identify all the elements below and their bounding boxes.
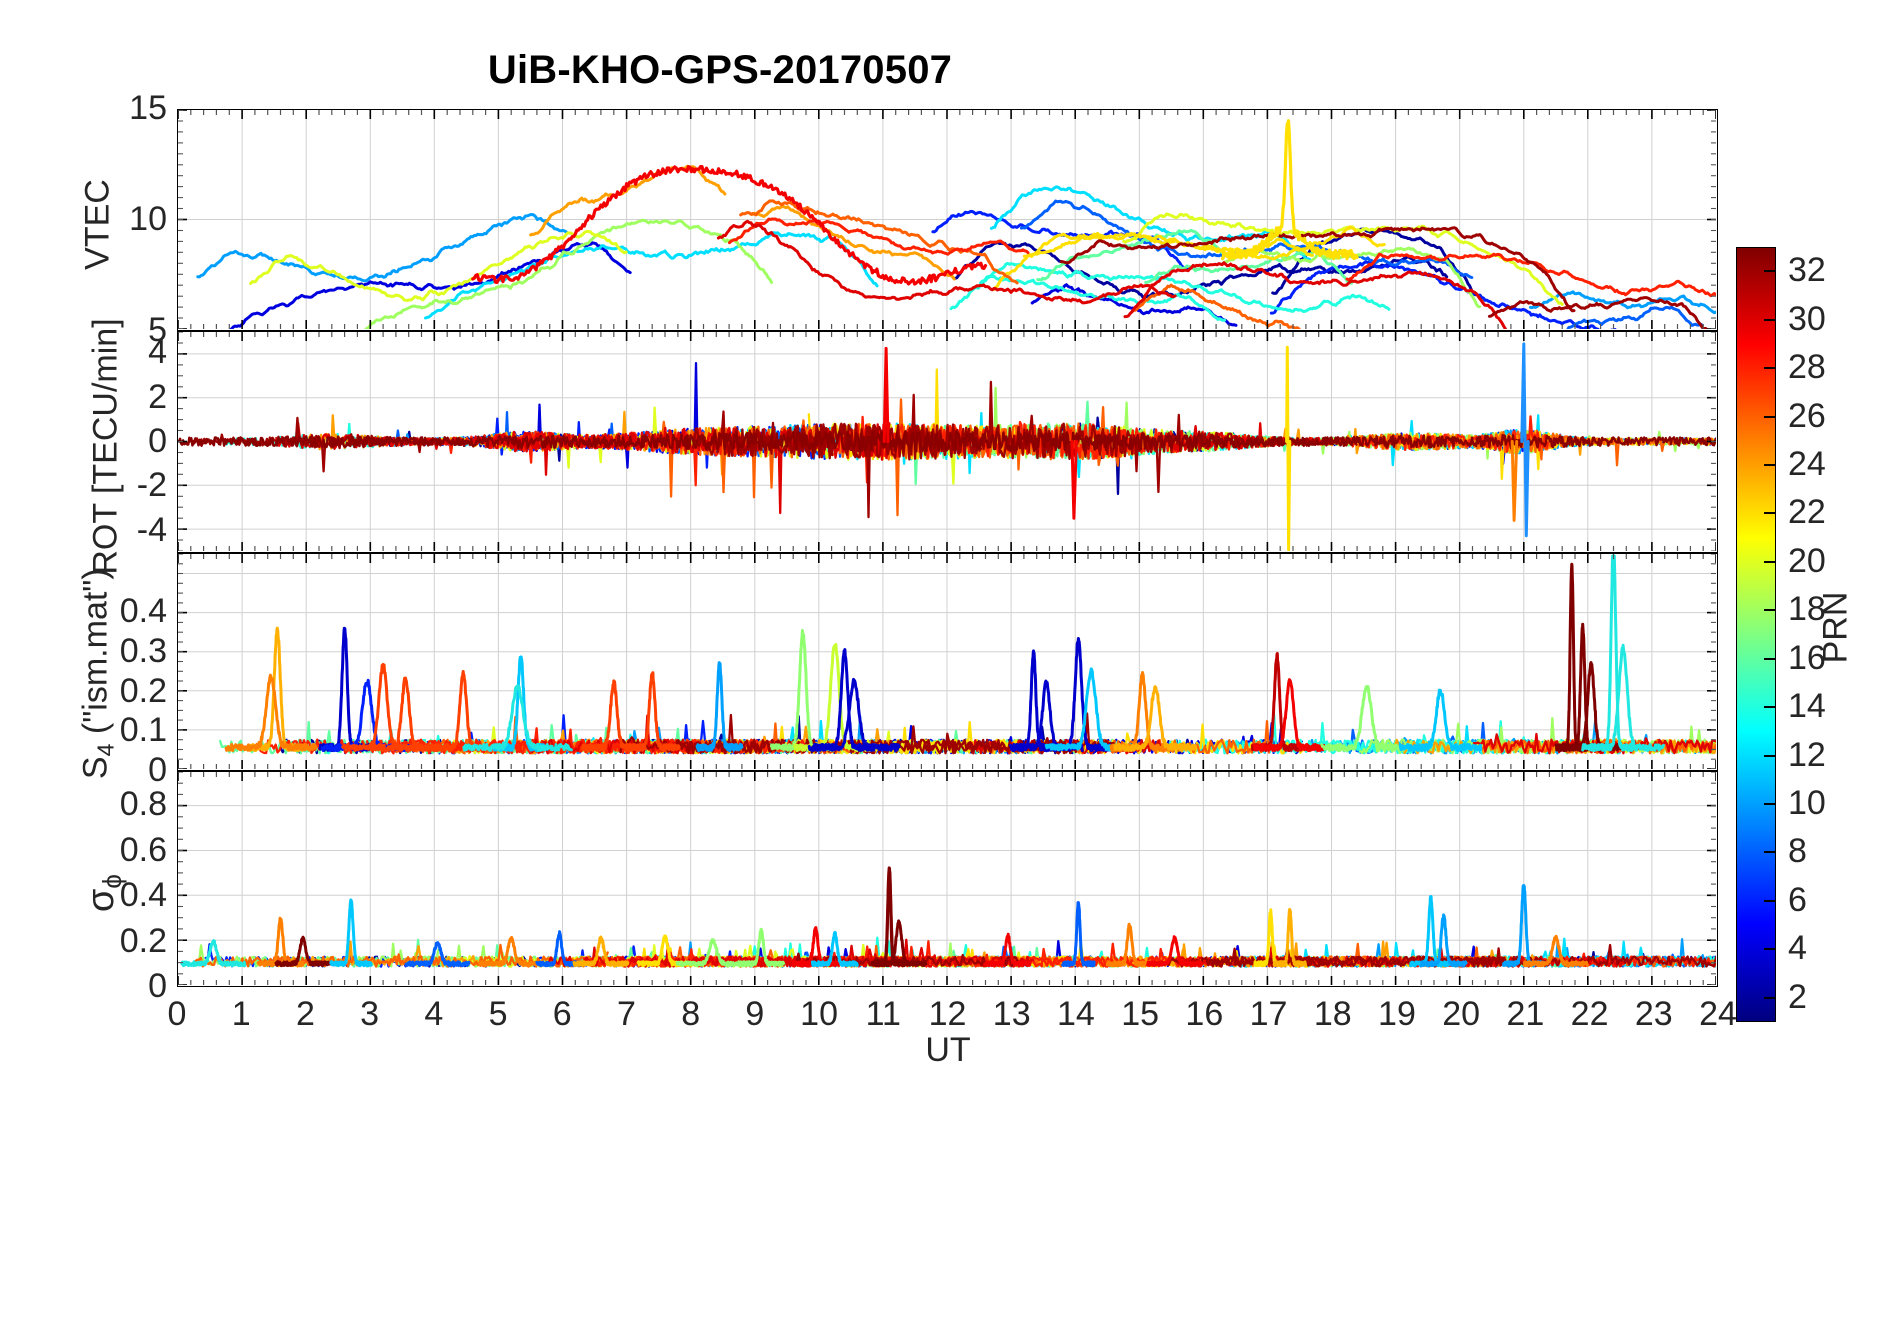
xtick-7: 7 [616, 995, 636, 1033]
colorbar-tick-6: 6 [1788, 880, 1807, 919]
panel-sigma-phi [177, 771, 1718, 987]
xtick-2: 2 [295, 995, 315, 1033]
xtick-0: 0 [167, 995, 187, 1033]
xtick-24: 24 [1699, 995, 1737, 1033]
xtick-4: 4 [424, 995, 444, 1033]
colorbar-tickmark-30 [1764, 318, 1776, 321]
colorbar[interactable] [1736, 247, 1776, 1022]
xtick-22: 22 [1570, 995, 1609, 1033]
colorbar-tick-2: 2 [1788, 977, 1807, 1016]
colorbar-tick-32: 32 [1788, 251, 1826, 290]
xtick-16: 16 [1185, 995, 1224, 1033]
colorbar-tick-8: 8 [1788, 832, 1807, 871]
colorbar-tickmark-26 [1764, 415, 1776, 418]
colorbar-tickmark-2 [1764, 996, 1776, 999]
colorbar-tickmark-18 [1764, 609, 1776, 612]
colorbar-tickmark-22 [1764, 512, 1776, 515]
colorbar-tick-14: 14 [1788, 687, 1826, 726]
xtick-8: 8 [681, 995, 701, 1033]
colorbar-tickmark-12 [1764, 754, 1776, 757]
colorbar-label: PRN [1816, 591, 1855, 664]
xtick-15: 15 [1121, 995, 1160, 1033]
xtick-21: 21 [1506, 995, 1545, 1033]
colorbar-tick-20: 20 [1788, 541, 1826, 580]
colorbar-tickmark-24 [1764, 463, 1776, 466]
x-axis-label: UT [925, 1031, 971, 1069]
colorbar-tickmark-10 [1764, 803, 1776, 806]
colorbar-tick-10: 10 [1788, 784, 1826, 823]
panel-s4-ytick-0: 0 [148, 751, 167, 789]
panel-s4-ytick-0p4: 0.4 [119, 592, 167, 631]
panel-s4 [177, 553, 1718, 771]
panel-rot-ytick-0: 0 [148, 422, 167, 460]
xtick-10: 10 [800, 995, 838, 1033]
panel-s4-ytick-0p1: 0.1 [119, 711, 167, 750]
xtick-13: 13 [992, 995, 1031, 1033]
xtick-23: 23 [1634, 995, 1673, 1033]
colorbar-tickmark-4 [1764, 948, 1776, 951]
xtick-11: 11 [865, 995, 901, 1033]
colorbar-tick-18: 18 [1788, 590, 1826, 629]
colorbar-tickmark-16 [1764, 657, 1776, 660]
xtick-19: 19 [1378, 995, 1416, 1033]
xtick-12: 12 [928, 995, 967, 1033]
colorbar-tick-16: 16 [1788, 638, 1826, 677]
panel-sigma-ytick-0p8: 0.8 [119, 785, 167, 824]
panel-sigma-ytick-0p6: 0.6 [119, 830, 167, 869]
xtick-9: 9 [745, 995, 765, 1033]
xtick-20: 20 [1442, 995, 1481, 1033]
panel-rot-ytick-2: 2 [148, 377, 167, 416]
xtick-18: 18 [1313, 995, 1352, 1033]
colorbar-tickmark-8 [1764, 851, 1776, 854]
colorbar-tick-26: 26 [1788, 396, 1826, 435]
xtick-3: 3 [360, 995, 380, 1033]
colorbar-tickmark-28 [1764, 367, 1776, 370]
xtick-6: 6 [552, 995, 572, 1033]
xtick-17: 17 [1249, 995, 1288, 1033]
panel-vtec [177, 109, 1718, 331]
colorbar-tick-4: 4 [1788, 929, 1807, 968]
xtick-5: 5 [488, 995, 508, 1033]
panel-sigma-ytick-0: 0 [148, 967, 167, 1005]
panel-s4-ytick-0p2: 0.2 [119, 671, 167, 710]
panel-rot-ytick-neg2: -2 [136, 466, 167, 505]
panel-rot [177, 331, 1718, 553]
colorbar-tickmark-20 [1764, 560, 1776, 563]
xtick-14: 14 [1056, 995, 1095, 1033]
colorbar-tickmark-32 [1764, 270, 1776, 273]
xtick-1: 1 [231, 995, 251, 1033]
panel-vtec-ytick-10: 10 [129, 200, 167, 238]
panel-sigma-ytick-0p2: 0.2 [119, 921, 167, 960]
panel-vtec-ytick-15: 15 [129, 89, 167, 127]
panel-rot-ytick-neg4: -4 [136, 510, 167, 549]
colorbar-tickmark-6 [1764, 899, 1776, 902]
colorbar-tick-28: 28 [1788, 348, 1826, 387]
panel-sigma-ytick-0p4: 0.4 [119, 876, 167, 915]
colorbar-tick-22: 22 [1788, 493, 1826, 532]
page-title: UiB-KHO-GPS-20170507 [487, 48, 953, 92]
colorbar-tick-12: 12 [1788, 735, 1826, 774]
panel-s4-ytick-0p3: 0.3 [119, 632, 167, 671]
panel-rot-ytick-4: 4 [148, 333, 167, 372]
colorbar-tick-30: 30 [1788, 299, 1826, 338]
colorbar-tick-24: 24 [1788, 444, 1826, 483]
panel-vtec-ytick-5: 5 [148, 311, 167, 349]
colorbar-tickmark-14 [1764, 706, 1776, 709]
